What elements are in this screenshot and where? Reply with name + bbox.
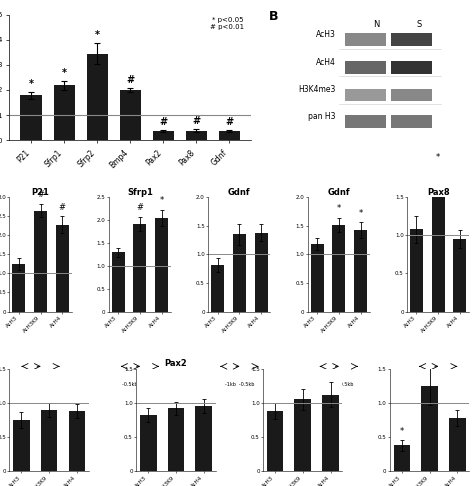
- Title: Sfrp1: Sfrp1: [127, 188, 153, 196]
- Bar: [454, 239, 466, 312]
- Bar: [391, 34, 432, 46]
- Text: AcH3: AcH3: [316, 30, 336, 39]
- Bar: [421, 386, 438, 471]
- Text: *: *: [160, 196, 164, 205]
- Bar: [119, 90, 141, 140]
- Bar: [140, 415, 156, 471]
- Bar: [432, 178, 445, 312]
- Text: * p<0.05
# p<0.01: * p<0.05 # p<0.01: [210, 17, 244, 30]
- Text: -0.5kb -0.25kb: -0.5kb -0.25kb: [420, 382, 456, 387]
- Bar: [393, 445, 410, 471]
- Text: S: S: [417, 19, 422, 29]
- Text: B: B: [268, 10, 278, 22]
- Bar: [310, 244, 324, 312]
- Bar: [332, 225, 345, 312]
- Text: *: *: [29, 79, 34, 89]
- Text: #: #: [137, 204, 144, 212]
- Bar: [233, 234, 246, 312]
- Text: #: #: [226, 117, 234, 127]
- Bar: [211, 265, 224, 312]
- Bar: [155, 218, 168, 312]
- Title: Pax2: Pax2: [164, 359, 187, 368]
- Bar: [195, 406, 212, 471]
- Bar: [219, 131, 240, 140]
- Bar: [345, 34, 385, 46]
- Bar: [34, 210, 47, 312]
- Text: pan H3: pan H3: [308, 112, 336, 121]
- Text: H3K4me3: H3K4me3: [298, 86, 336, 94]
- Text: #: #: [37, 190, 44, 199]
- Text: *: *: [95, 30, 100, 40]
- Title: Gdnf: Gdnf: [328, 188, 350, 196]
- Bar: [410, 229, 423, 312]
- Bar: [391, 89, 432, 101]
- Bar: [87, 53, 108, 140]
- Bar: [267, 411, 283, 471]
- Bar: [112, 252, 125, 312]
- Bar: [13, 420, 30, 471]
- Bar: [345, 115, 385, 128]
- Bar: [449, 418, 465, 471]
- Bar: [69, 411, 85, 471]
- Bar: [255, 233, 268, 312]
- Bar: [186, 131, 207, 140]
- Title: Pax8: Pax8: [427, 188, 449, 196]
- Text: #: #: [59, 203, 66, 212]
- Text: *: *: [337, 204, 341, 213]
- Bar: [20, 95, 42, 140]
- Bar: [56, 225, 69, 312]
- Text: -1kb  -0.5kb: -1kb -0.5kb: [225, 382, 254, 387]
- Title: P21: P21: [32, 188, 49, 196]
- Text: -0.5kb -0.25kb: -0.5kb -0.25kb: [122, 382, 158, 387]
- Title: Gdnf: Gdnf: [228, 188, 251, 196]
- Bar: [391, 115, 432, 128]
- Bar: [294, 399, 311, 471]
- Text: *: *: [62, 68, 67, 78]
- Text: -0.5kb -0.25kb: -0.5kb -0.25kb: [23, 382, 58, 387]
- Text: #: #: [159, 118, 167, 127]
- Text: *: *: [358, 209, 363, 218]
- Bar: [322, 395, 339, 471]
- Bar: [153, 131, 174, 140]
- Text: AcH4: AcH4: [316, 58, 336, 67]
- Bar: [354, 230, 367, 312]
- Bar: [12, 264, 25, 312]
- Text: -1kb  -0.5kb: -1kb -0.5kb: [324, 382, 354, 387]
- Text: *: *: [436, 153, 440, 162]
- Text: #: #: [192, 116, 201, 126]
- Text: #: #: [126, 75, 135, 86]
- Text: N: N: [373, 19, 380, 29]
- Bar: [168, 408, 184, 471]
- Text: *: *: [400, 427, 404, 436]
- Bar: [134, 224, 146, 312]
- Bar: [391, 61, 432, 73]
- Bar: [41, 410, 57, 471]
- Bar: [345, 61, 385, 73]
- Bar: [345, 89, 385, 101]
- Bar: [54, 86, 75, 140]
